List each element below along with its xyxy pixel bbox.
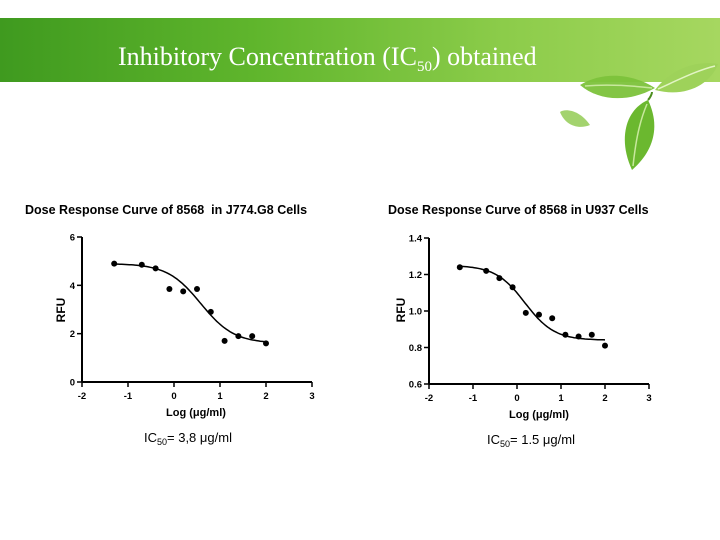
data-point (549, 315, 556, 322)
data-point (509, 284, 516, 291)
data-point (456, 264, 463, 271)
ic50-label: IC50= 3,8 μg/ml (144, 430, 232, 447)
data-point (562, 331, 569, 338)
data-point (575, 333, 582, 340)
data-point (602, 342, 608, 349)
y-tick-label: 1.2 (409, 270, 422, 281)
x-tick-label: 2 (263, 391, 268, 402)
x-tick-label: -1 (124, 391, 133, 402)
y-tick-label: 4 (70, 281, 76, 292)
leaf-decoration-icon (560, 63, 718, 170)
x-tick-label: 0 (171, 391, 176, 402)
x-tick-label: 2 (602, 393, 607, 404)
data-point (180, 288, 187, 295)
data-point (221, 337, 228, 344)
dose-response-chart-j774: Dose Response Curve of 8568 in J774.G8 C… (25, 203, 315, 447)
x-tick-label: 3 (646, 393, 651, 404)
data-point (496, 275, 503, 282)
data-point (249, 333, 256, 340)
data-point (263, 340, 269, 347)
data-point (536, 311, 542, 318)
dose-response-chart-u937: Dose Response Curve of 8568 in U937 Cell… (388, 203, 652, 449)
data-point (138, 261, 145, 268)
data-point (207, 308, 214, 315)
y-tick-label: 2 (70, 329, 75, 340)
title-banner (0, 18, 720, 82)
y-tick-label: 0 (70, 378, 75, 389)
data-point (166, 285, 173, 292)
data-point (588, 331, 595, 338)
x-tick-label: -1 (469, 393, 478, 404)
data-point (152, 265, 159, 272)
fit-curve (114, 263, 267, 343)
y-tick-label: 0.8 (409, 343, 422, 354)
y-tick-label: 1.4 (409, 234, 423, 245)
data-point (194, 285, 200, 292)
chart-title: Dose Response Curve of 8568 in U937 Cell… (388, 203, 649, 217)
y-axis-label: RFU (394, 298, 408, 323)
chart-j774: Dose Response Curve of 8568 in J774.G8 C… (0, 195, 360, 460)
x-tick-label: 0 (514, 393, 519, 404)
data-point (483, 267, 490, 274)
data-point (522, 309, 529, 316)
y-tick-label: 1.0 (409, 307, 422, 318)
chart-u937: Dose Response Curve of 8568 in U937 Cell… (360, 195, 720, 460)
ic50-label: IC50= 1.5 μg/ml (487, 432, 575, 449)
y-axis-label: RFU (54, 298, 68, 323)
x-tick-label: 1 (217, 391, 223, 402)
x-tick-label: -2 (78, 391, 86, 402)
fit-curve (459, 265, 606, 341)
y-tick-label: 0.6 (409, 380, 422, 391)
x-tick-label: 3 (309, 391, 314, 402)
data-point (111, 260, 118, 267)
y-tick-label: 6 (70, 233, 75, 244)
slide-title: Inhibitory Concentration (IC50) obtained (118, 42, 537, 76)
data-point (235, 333, 242, 340)
x-axis-label: Log (μg/ml) (166, 407, 226, 419)
x-tick-label: -2 (425, 393, 433, 404)
chart-title: Dose Response Curve of 8568 in J774.G8 C… (25, 203, 307, 217)
x-axis-label: Log (μg/ml) (509, 409, 569, 421)
x-tick-label: 1 (558, 393, 564, 404)
